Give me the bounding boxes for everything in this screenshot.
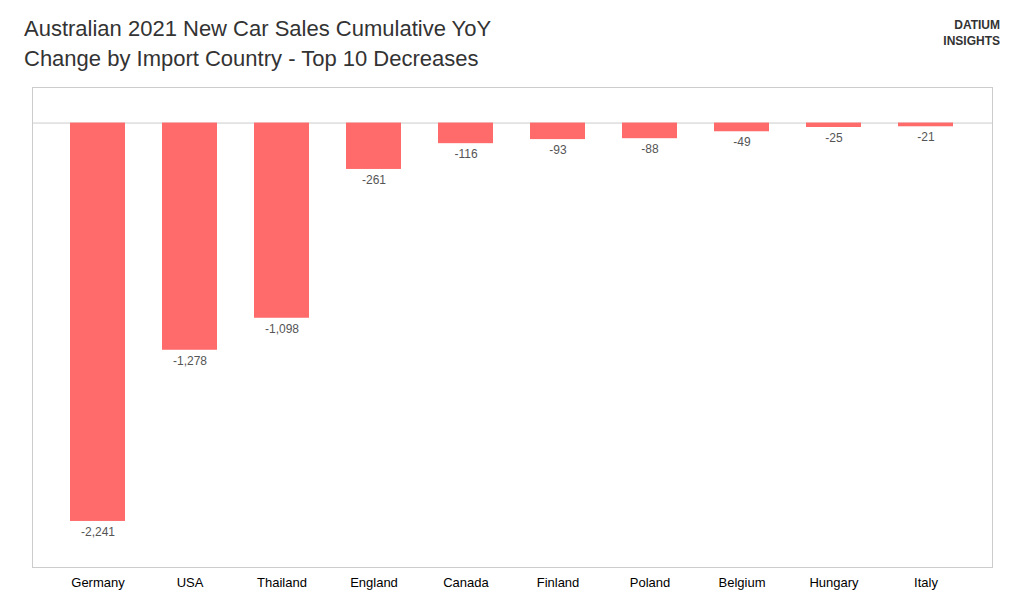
html-text:Australian 2021 New Car Sales: Australian 2021 New Car Sales Cumulative… xyxy=(24,16,492,41)
svg-text:-261: -261 xyxy=(362,173,386,187)
svg-text:-116: -116 xyxy=(454,148,477,162)
svg-text:-49: -49 xyxy=(733,136,751,150)
svg-text:-21: -21 xyxy=(917,131,935,145)
svg-text:Belgium: Belgium xyxy=(719,575,766,590)
svg-text:-1,278: -1,278 xyxy=(173,354,207,368)
html-text:DATIUM INSIGHTS: DATIUM INSIGHTS xyxy=(943,18,1000,48)
svg-text:-88: -88 xyxy=(641,143,659,157)
svg-text:Hungary: Hungary xyxy=(809,575,859,590)
svg-text:Finland: Finland xyxy=(537,575,580,590)
svg-text:Italy: Italy xyxy=(914,575,938,590)
svg-text:England: England xyxy=(350,575,398,590)
svg-text:-93: -93 xyxy=(549,143,567,157)
html-text:Change by Import Country - Top: Change by Import Country - Top 10 Decrea… xyxy=(24,45,479,71)
svg-text:USA: USA xyxy=(177,575,204,590)
svg-text:Poland: Poland xyxy=(630,575,670,590)
svg-text:-2,241: -2,241 xyxy=(81,525,115,539)
svg-text:Germany: Germany xyxy=(71,575,125,590)
svg-text:-1,098: -1,098 xyxy=(265,322,299,336)
svg-text:-25: -25 xyxy=(825,131,843,145)
svg-text:Canada: Canada xyxy=(443,575,489,590)
svg-text:Thailand: Thailand xyxy=(257,575,307,590)
